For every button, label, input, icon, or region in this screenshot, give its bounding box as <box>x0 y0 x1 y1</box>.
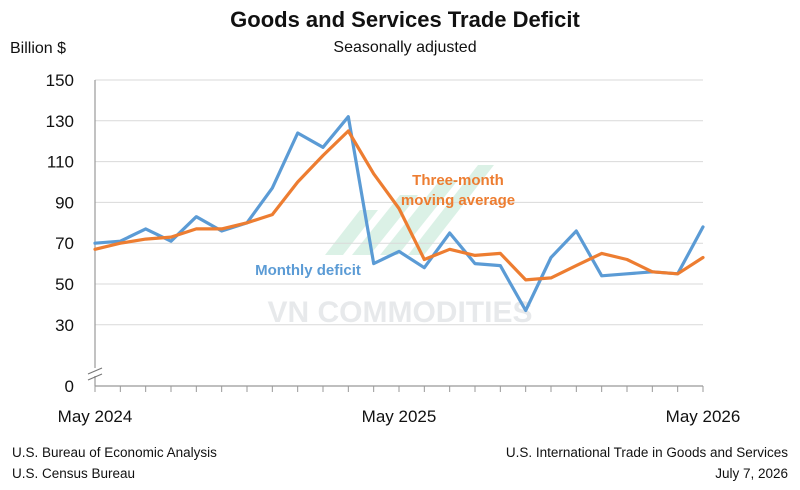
series-annotation: Three-month moving average <box>401 172 515 209</box>
footer-source-census: U.S. Census Bureau <box>12 466 135 481</box>
x-tick-label: May 2025 <box>362 407 437 426</box>
series-annotation-line: moving average <box>401 192 515 209</box>
watermark-text: VN COMMODITIES <box>267 296 532 329</box>
chart-title: Goods and Services Trade Deficit <box>230 7 580 32</box>
series-line-0 <box>93 115 705 313</box>
y-tick-label: 30 <box>55 316 74 335</box>
chart-subtitle: Seasonally adjusted <box>333 39 476 56</box>
watermark: VN COMMODITIES <box>267 165 533 329</box>
y-tick-label: 0 <box>65 377 74 396</box>
y-axis-unit-label: Billion $ <box>10 40 66 57</box>
series-annotation-line: Three-month <box>412 172 504 189</box>
y-tick-label: 110 <box>47 153 74 172</box>
series-annotation-line: Monthly deficit <box>255 262 361 279</box>
series-annotations: Three-month moving average Monthly deficit <box>255 172 515 279</box>
footer-source-bea: U.S. Bureau of Economic Analysis <box>12 445 217 460</box>
x-axis-ticks: May 2024 May 2025 May 2026 <box>58 386 741 426</box>
footer-report-name: U.S. International Trade in Goods and Se… <box>506 445 788 460</box>
y-tick-label: 70 <box>55 234 74 253</box>
footer-release-date: July 7, 2026 <box>715 466 788 481</box>
y-tick-label: 130 <box>46 112 74 131</box>
x-tick-label: May 2026 <box>666 407 741 426</box>
series-line-1 <box>93 129 705 282</box>
gridlines <box>95 79 703 326</box>
series-lines <box>93 115 705 313</box>
x-tick-label: May 2024 <box>58 407 133 426</box>
y-tick-label: 90 <box>55 193 74 212</box>
series-annotation: Monthly deficit <box>255 262 361 279</box>
y-axis-ticks: 0 30 50 70 90 110 130 150 <box>46 71 74 396</box>
y-tick-label: 50 <box>55 275 74 294</box>
y-tick-label: 150 <box>46 71 74 90</box>
axis-break-mark <box>87 367 103 381</box>
